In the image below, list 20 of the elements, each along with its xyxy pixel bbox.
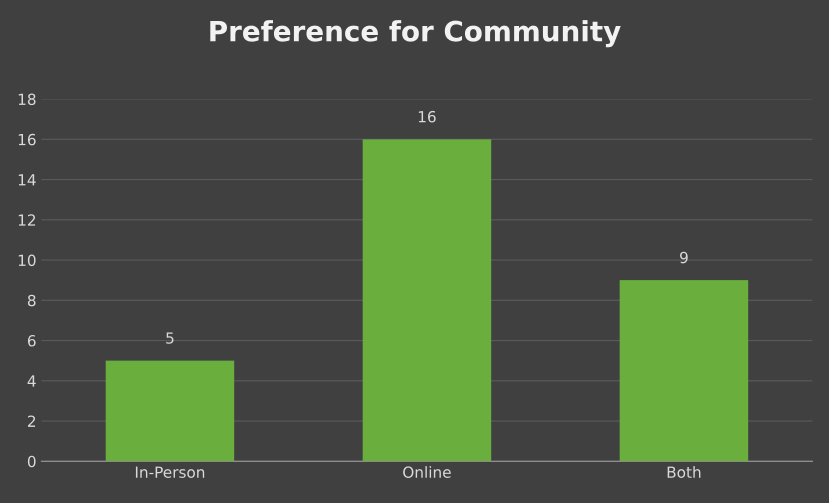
data-label: 9 [680, 252, 688, 264]
y-tick-label: 8 [28, 294, 36, 306]
y-tick-label: 4 [28, 375, 36, 387]
y-tick-label: 10 [18, 254, 36, 266]
x-tick-label: Both [668, 466, 700, 478]
y-tick-label: 0 [28, 456, 36, 468]
y-tick-label: 12 [18, 214, 36, 226]
y-tick-label: 16 [18, 134, 36, 146]
chart-title: Preference for Community [210, 20, 621, 48]
x-tick-label: Online [403, 466, 451, 478]
x-tick-label: In-Person [136, 466, 204, 478]
data-label: 16 [418, 110, 436, 122]
y-tick-label: 14 [18, 174, 36, 186]
y-tick-label: 6 [28, 334, 36, 347]
data-label: 5 [166, 332, 174, 344]
y-tick-label: 2 [28, 415, 36, 427]
bar [362, 139, 492, 462]
bar [620, 280, 748, 462]
y-tick-label: 18 [18, 94, 36, 106]
bar [106, 360, 234, 462]
